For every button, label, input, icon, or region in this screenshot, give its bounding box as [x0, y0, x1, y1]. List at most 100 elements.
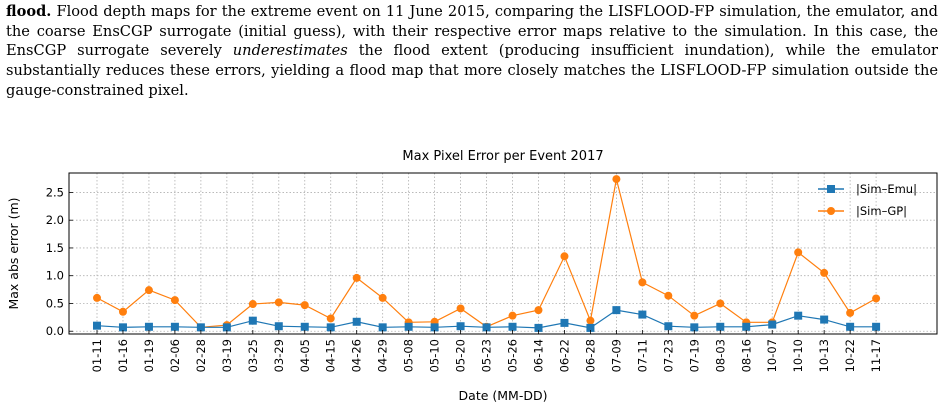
data-point-gp: [560, 252, 569, 261]
data-point-gp: [664, 291, 673, 300]
data-point-emu: [508, 322, 517, 331]
data-point-emu: [794, 311, 803, 320]
x-tick-label: 06-22: [557, 339, 571, 372]
data-point-emu: [326, 323, 335, 332]
x-tick-label: 07-23: [661, 339, 675, 372]
data-point-emu: [378, 323, 387, 332]
legend-label-emu: |Sim–Emu|: [856, 182, 917, 196]
data-point-emu: [482, 323, 491, 332]
x-tick-label: 05-20: [454, 339, 468, 372]
data-point-emu: [248, 316, 257, 325]
x-tick-label: 07-19: [687, 339, 701, 372]
x-tick-label: 10-10: [791, 339, 805, 372]
data-point-emu: [742, 322, 751, 331]
data-point-emu: [820, 315, 829, 324]
data-point-gp: [508, 311, 517, 320]
x-tick-label: 01-19: [142, 339, 156, 372]
x-tick-label: 07-11: [635, 339, 649, 372]
legend: |Sim–Emu| |Sim–GP|: [818, 182, 917, 218]
x-tick-label: 10-07: [765, 339, 779, 372]
data-point-emu: [300, 322, 309, 331]
data-point-emu: [534, 323, 543, 332]
chart-title: Max Pixel Error per Event 2017: [402, 149, 603, 164]
data-point-emu: [586, 323, 595, 332]
data-point-emu: [352, 317, 361, 326]
data-point-gp: [586, 316, 595, 325]
y-axis-label: Max abs error (m): [6, 197, 21, 309]
data-point-gp: [456, 304, 465, 313]
data-point-emu: [690, 323, 699, 332]
y-tick-label: 2.0: [46, 213, 64, 227]
series-layer: [93, 175, 881, 332]
x-tick-label: 08-16: [739, 339, 753, 372]
data-point-gp: [638, 278, 647, 287]
data-point-gp: [690, 311, 699, 320]
data-point-gp: [326, 314, 335, 323]
x-tick-label: 05-23: [480, 339, 494, 372]
data-point-gp: [93, 293, 101, 302]
x-tick-label: 06-28: [583, 339, 597, 372]
data-point-emu: [560, 318, 569, 327]
data-point-gp: [534, 306, 543, 315]
x-tick-label: 04-05: [298, 339, 312, 372]
y-tick-label: 0.0: [46, 324, 64, 338]
x-tick-label: 01-11: [90, 339, 104, 372]
data-point-emu: [196, 323, 205, 332]
data-point-emu: [612, 306, 621, 315]
y-tick-label: 1.0: [46, 269, 64, 283]
y-tick-label: 1.5: [46, 241, 64, 255]
caption-lead: flood.: [6, 3, 52, 20]
data-point-emu: [716, 322, 725, 331]
x-tick-label: 05-26: [506, 339, 520, 372]
legend-marker-gp: [827, 207, 835, 215]
data-point-gp: [872, 294, 881, 303]
x-tick-label: 01-16: [116, 339, 130, 372]
data-point-gp: [820, 268, 829, 277]
data-point-emu: [274, 322, 283, 331]
data-point-emu: [846, 322, 855, 331]
data-point-gp: [118, 307, 127, 316]
x-tick-label: 04-29: [376, 339, 390, 372]
plot-frame: [68, 172, 938, 335]
x-tick-label: 10-22: [843, 339, 857, 372]
data-point-emu: [638, 310, 647, 319]
data-point-emu: [222, 323, 231, 332]
data-point-gp: [144, 286, 153, 295]
data-point-emu: [664, 322, 673, 331]
x-tick-label: 06-14: [531, 339, 545, 372]
x-tick-label: 04-26: [350, 339, 364, 372]
x-tick-label: 08-03: [713, 339, 727, 372]
legend-marker-emu: [827, 185, 835, 193]
data-point-gp: [170, 296, 179, 305]
x-tick-label: 02-06: [168, 339, 182, 372]
data-point-emu: [118, 323, 127, 332]
y-tick-label: 2.5: [46, 185, 64, 199]
data-point-gp: [248, 300, 257, 309]
data-point-emu: [872, 322, 881, 331]
caption-text-2: the flood extent (producing insufficient…: [6, 42, 938, 99]
x-tick-label: 04-15: [324, 339, 338, 372]
x-tick-label: 05-08: [402, 339, 416, 372]
data-point-gp: [300, 301, 309, 310]
data-point-gp: [274, 298, 283, 307]
caption-emphasis: underestimates: [232, 42, 348, 60]
data-point-emu: [404, 322, 413, 331]
x-tick-label: 10-13: [817, 339, 831, 372]
y-tick-label: 0.5: [46, 296, 64, 310]
x-axis-label: Date (MM-DD): [459, 388, 548, 403]
figure-caption: flood. Flood depth maps for the extreme …: [6, 2, 938, 101]
data-point-emu: [144, 322, 153, 331]
x-tick-label: 03-19: [220, 339, 234, 372]
x-tick-label: 05-10: [428, 339, 442, 372]
data-point-gp: [352, 273, 361, 282]
x-tick-label: 11-17: [869, 339, 883, 372]
data-point-emu: [430, 323, 439, 332]
data-point-emu: [456, 322, 465, 331]
x-tick-label: 03-25: [246, 339, 260, 372]
data-point-gp: [794, 248, 803, 257]
data-point-gp: [378, 293, 387, 302]
data-point-gp: [612, 175, 621, 184]
axis-ticks: 01-11 01-16 01-19 02-06 02-28 03-19 03-25 03-29…: [46, 185, 883, 372]
data-point-emu: [93, 321, 101, 330]
